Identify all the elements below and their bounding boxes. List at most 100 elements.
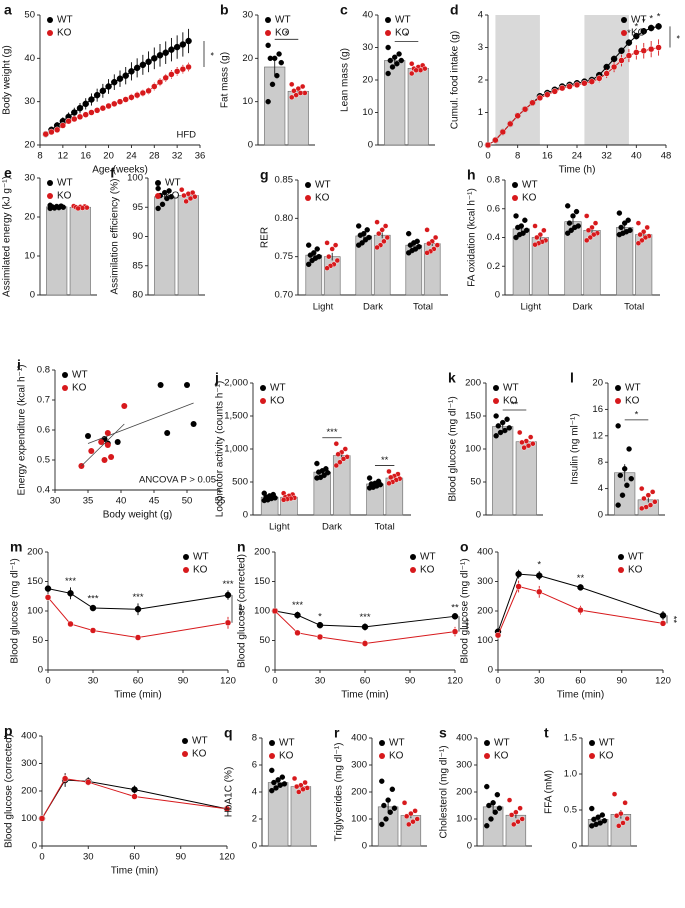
x-tick-label: 50 [182, 496, 193, 507]
legend-label: WT [57, 178, 73, 189]
y-tick-label: 0.7 [37, 395, 50, 406]
legend-label: WT [270, 383, 286, 394]
data-point [67, 590, 74, 597]
y-tick-label: 50 [32, 635, 43, 646]
data-point [659, 620, 667, 627]
individual-point [324, 265, 330, 271]
x-tick-label: Total [413, 302, 433, 313]
individual-point [261, 497, 267, 504]
legend-label: KO [57, 191, 72, 202]
legend-label: WT [599, 738, 615, 749]
annotation: HFD [176, 130, 196, 141]
data-point [361, 623, 369, 631]
y-tick-label: 0.70 [275, 290, 294, 301]
y-tick-label: 0 [38, 665, 43, 676]
y-tick-label: 4 [252, 787, 257, 798]
individual-point [637, 231, 643, 238]
y-tick-label: 400 [351, 733, 367, 744]
data-point [179, 41, 187, 48]
panel-label: j [214, 370, 219, 386]
individual-point [407, 242, 414, 248]
panel-label: t [544, 725, 549, 741]
data-point [316, 621, 324, 629]
y-tick-label: 30 [24, 96, 35, 107]
x-tick-label: 35 [83, 496, 94, 507]
data-point [633, 32, 640, 40]
individual-point [386, 480, 392, 487]
legend-marker [410, 567, 416, 573]
legend-marker [484, 740, 490, 746]
y-axis-label: Lean mass (g) [340, 48, 351, 112]
significance: * [649, 13, 653, 24]
y-tick-label: 0 [252, 841, 257, 852]
individual-point [187, 195, 194, 202]
data-point [173, 68, 181, 75]
individual-point [269, 767, 275, 774]
individual-point [325, 470, 331, 476]
y-tick-label: 40 [362, 10, 373, 21]
data-point [185, 63, 192, 71]
data-point [640, 47, 647, 54]
individual-point [620, 820, 626, 826]
legend-marker [47, 193, 53, 199]
legend-marker [484, 753, 490, 759]
individual-point [513, 213, 519, 219]
x-tick-label: 24 [572, 151, 583, 162]
data-point [507, 120, 514, 128]
data-point [93, 91, 101, 99]
individual-point [565, 230, 571, 236]
individual-point [504, 416, 510, 422]
significance: *** [326, 427, 337, 438]
bar [264, 66, 286, 146]
individual-point [566, 220, 573, 226]
individual-point [326, 253, 332, 260]
individual-point [639, 505, 645, 512]
legend-label: KO [57, 28, 72, 39]
individual-point [494, 792, 501, 798]
x-tick-label: 120 [219, 852, 235, 863]
individual-point [181, 192, 187, 199]
data-point [59, 122, 67, 129]
y-tick-label: 3 [478, 42, 483, 53]
x-tick-label: 60 [575, 676, 586, 687]
y-tick-label: 100 [477, 635, 493, 646]
data-point [88, 109, 95, 116]
data-point [577, 606, 584, 614]
significance: *** [359, 612, 370, 623]
x-tick-label: 16 [80, 151, 91, 162]
x-tick-label: 30 [88, 676, 99, 687]
data-point [131, 793, 138, 800]
individual-point [424, 227, 430, 233]
individual-point [530, 441, 536, 447]
data-point [573, 81, 581, 89]
individual-point [398, 57, 404, 64]
bar [177, 195, 199, 296]
data-point [515, 570, 522, 578]
data-point [655, 44, 662, 51]
individual-point [584, 237, 590, 244]
significance: * [285, 29, 289, 40]
individual-point [387, 809, 393, 815]
individual-point [388, 474, 394, 481]
y-tick-label: 100 [254, 606, 270, 617]
data-point [89, 604, 97, 612]
individual-point [615, 423, 621, 429]
legend-marker [618, 554, 624, 560]
individual-point [502, 427, 508, 434]
x-tick-label: 30 [50, 496, 61, 507]
x-tick-label: 30 [315, 676, 326, 687]
legend-label: WT [275, 15, 291, 26]
legend-label: KO [522, 193, 537, 204]
y-axis-label: Blood glucose (mg dl⁻¹) [460, 558, 471, 663]
legend-marker [493, 398, 499, 404]
individual-point [488, 816, 494, 822]
individual-point [385, 44, 391, 51]
individual-point [300, 786, 306, 792]
individual-point [591, 231, 597, 238]
individual-point [374, 244, 380, 251]
legend-label: WT [57, 15, 73, 26]
x-tick-label: 0 [45, 676, 50, 687]
dark-period [495, 15, 540, 145]
individual-point [335, 451, 341, 457]
individual-point [384, 234, 391, 241]
